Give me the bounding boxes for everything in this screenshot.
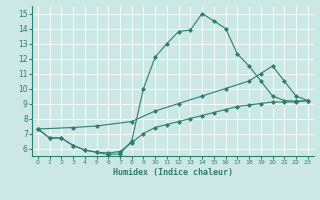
X-axis label: Humidex (Indice chaleur): Humidex (Indice chaleur) — [113, 168, 233, 177]
